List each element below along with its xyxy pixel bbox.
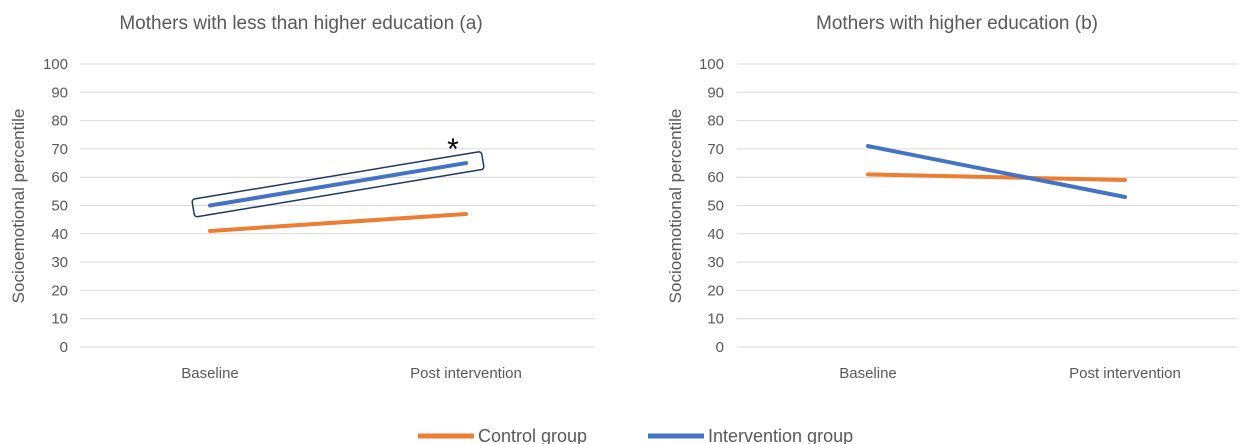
- series-lines: [866, 144, 1127, 200]
- y-tick-label: 90: [51, 84, 68, 101]
- significance-annotation: *: [191, 133, 485, 218]
- y-axis-title: Socioemotional percentile: [666, 109, 685, 304]
- series-line-control: [208, 211, 468, 233]
- y-tick-label: 0: [60, 339, 68, 356]
- significance-star: *: [447, 133, 459, 166]
- y-tick-label: 40: [51, 226, 68, 243]
- y-tick-label: 50: [707, 198, 724, 215]
- legend-label-intervention: Intervention group: [708, 426, 853, 444]
- gridlines: [737, 63, 1238, 348]
- y-tick-label: 80: [51, 113, 68, 130]
- y-tick-label: 30: [51, 254, 68, 271]
- y-tick-label: 10: [51, 311, 68, 328]
- y-tick-labels: 0 10 20 30 40 50 60 70 80 90 100: [43, 56, 68, 356]
- x-tick-label: Post intervention: [410, 365, 522, 382]
- legend: Control group Intervention group: [418, 426, 853, 444]
- y-tick-label: 20: [707, 282, 724, 299]
- x-tick-label: Baseline: [839, 365, 897, 382]
- x-tick-labels: Baseline Post intervention: [839, 365, 1181, 382]
- series-line-intervention: [866, 144, 1127, 200]
- y-tick-label: 40: [707, 226, 724, 243]
- chart-title: Mothers with less than higher education …: [119, 13, 482, 34]
- y-tick-label: 30: [707, 254, 724, 271]
- y-tick-label: 70: [51, 141, 68, 158]
- chart-panel-a: Mothers with less than higher education …: [9, 13, 595, 382]
- y-tick-label: 60: [707, 169, 724, 186]
- y-axis-title: Socioemotional percentile: [9, 109, 28, 304]
- y-tick-label: 0: [716, 339, 724, 356]
- y-tick-label: 80: [707, 113, 724, 130]
- y-tick-label: 60: [51, 169, 68, 186]
- y-tick-labels: 0 10 20 30 40 50 60 70 80 90 100: [699, 56, 724, 356]
- gridlines: [80, 63, 595, 348]
- y-tick-label: 70: [707, 141, 724, 158]
- y-tick-label: 50: [51, 198, 68, 215]
- legend-label-control: Control group: [478, 426, 587, 444]
- y-tick-label: 100: [43, 56, 68, 73]
- x-tick-label: Post intervention: [1069, 365, 1181, 382]
- y-tick-label: 20: [51, 282, 68, 299]
- x-tick-label: Baseline: [181, 365, 239, 382]
- y-tick-label: 100: [699, 56, 724, 73]
- series-line-control: [866, 172, 1127, 183]
- y-tick-label: 10: [707, 311, 724, 328]
- x-tick-labels: Baseline Post intervention: [181, 365, 522, 382]
- series-lines: [208, 161, 468, 233]
- significance-box: [191, 151, 485, 218]
- y-tick-label: 90: [707, 84, 724, 101]
- series-line-intervention: [208, 161, 468, 208]
- chart-panel-b: Mothers with higher education (b) Socioe…: [666, 13, 1238, 382]
- chart-title: Mothers with higher education (b): [816, 13, 1098, 34]
